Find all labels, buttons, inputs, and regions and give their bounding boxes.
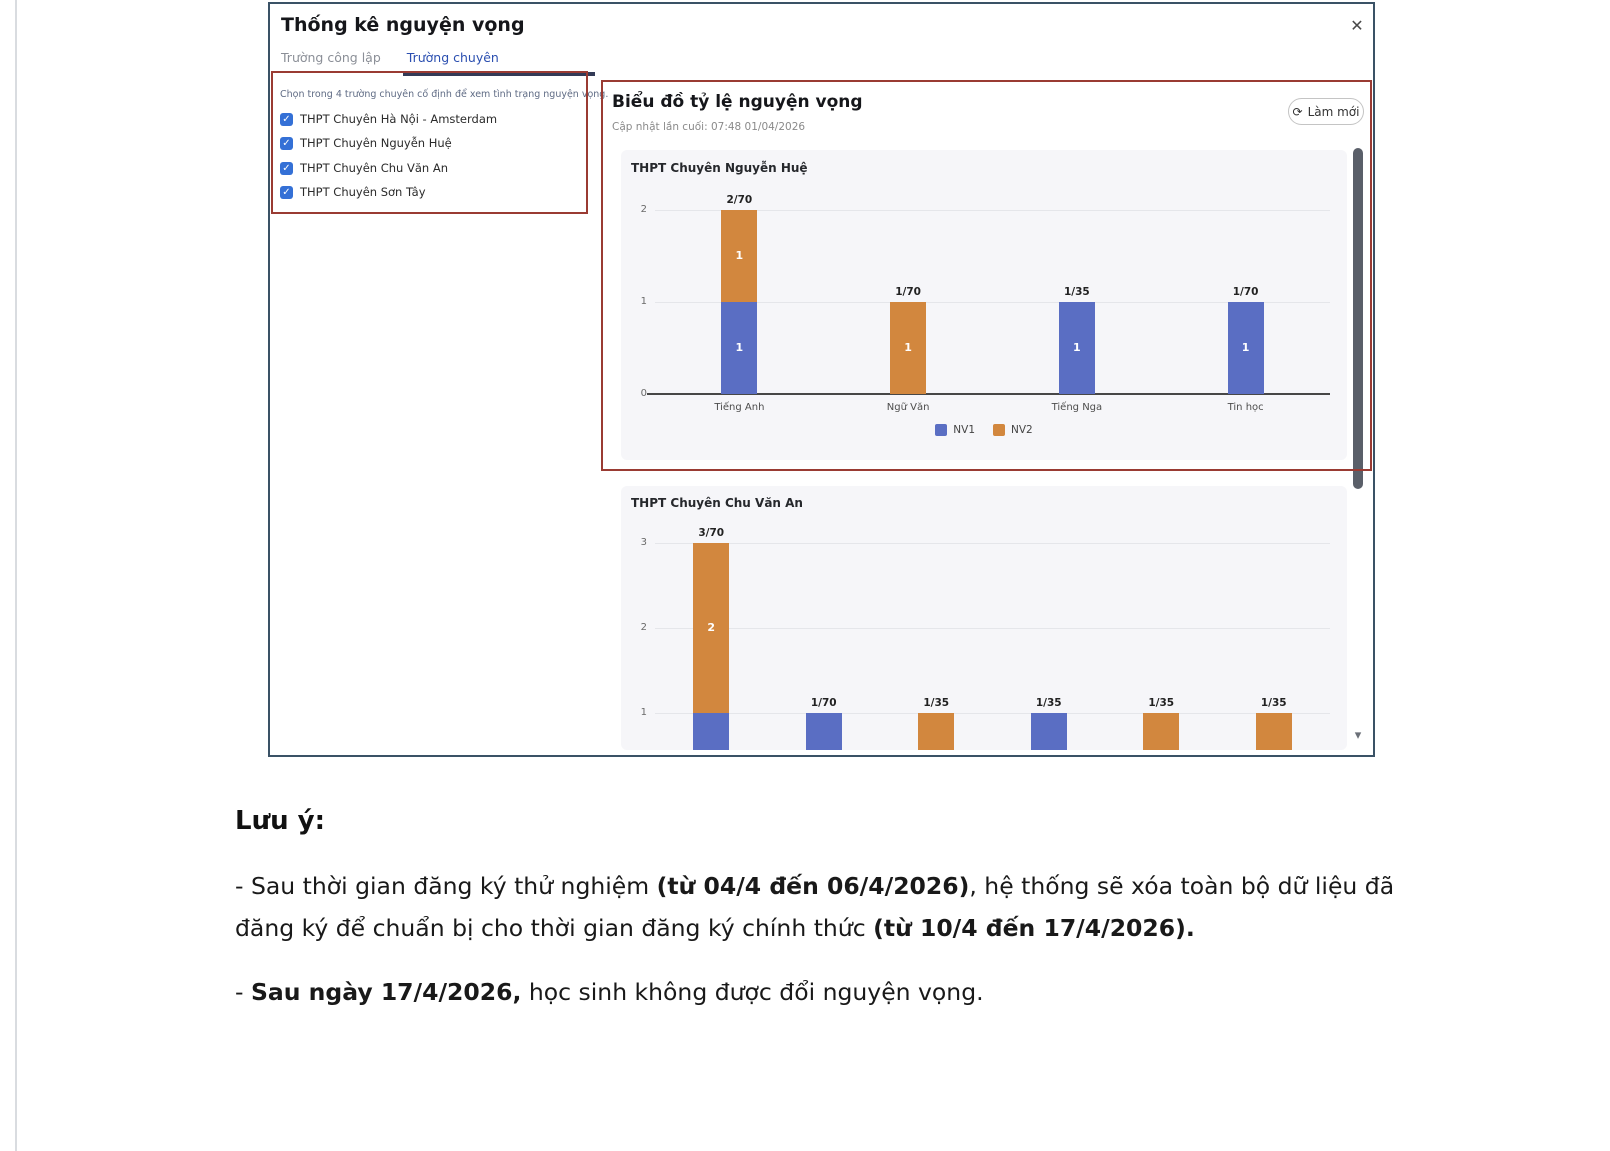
statistics-modal: Thống kê nguyện vọng ✕ Trường công lập T… (268, 2, 1375, 757)
bar-total-label: 1/70 (810, 697, 837, 709)
legend-swatch-nv1 (935, 424, 948, 436)
x-axis-label: Tin học (1227, 402, 1264, 413)
gridline (655, 543, 1330, 544)
chart-section-title: Biểu đồ tỷ lệ nguyện vọng (612, 92, 863, 112)
bar-total-label: 1/35 (1260, 697, 1287, 709)
checkbox-row-nguyen-hue[interactable]: ✓ THPT Chuyên Nguyễn Huệ (280, 136, 452, 150)
x-axis-label: Tiếng Nga (1051, 402, 1103, 413)
bar-total-label: 1/35 (1063, 286, 1090, 298)
tab-truong-chuyen[interactable]: Trường chuyên (402, 50, 596, 76)
bar-segment-nv1 (1030, 713, 1067, 750)
y-tick-label: 2 (640, 622, 647, 633)
legend-swatch-nv2 (993, 424, 1005, 436)
close-icon: ✕ (1350, 18, 1364, 35)
chart-card-nguyen-hue: THPT Chuyên Nguyễn Huệ 0 1 2 1 1 2/70 Tiếng Anh… (621, 150, 1347, 460)
checkbox-checked-icon[interactable]: ✓ (280, 161, 293, 175)
checkbox-checked-icon[interactable]: ✓ (280, 136, 293, 150)
checkbox-row-chu-van-an[interactable]: ✓ THPT Chuyên Chu Văn An (280, 161, 448, 175)
chart-title: THPT Chuyên Chu Văn An (631, 496, 803, 510)
x-axis-label: Tiếng Anh (714, 402, 765, 413)
notes-paragraphs: - Sau thời gian đăng ký thử nghiệm (từ 0… (235, 866, 1427, 1013)
note-paragraph: - Sau thời gian đăng ký thử nghiệm (từ 0… (235, 872, 1395, 942)
chart-legend: NV1 NV2 (621, 424, 1347, 436)
y-tick-label: 3 (640, 537, 647, 548)
legend-item-nv2: NV2 (993, 424, 1033, 436)
notes-heading: Lưu ý: (235, 806, 325, 836)
bar-value-label: 2 (707, 621, 716, 634)
notes-section: Lưu ý: - Sau thời gian đăng ký thử nghiệ… (235, 806, 1427, 1035)
bar-value-label: 1 (1073, 341, 1081, 354)
x-axis-line (647, 393, 1330, 395)
bar-total-label: 3/70 (698, 527, 725, 539)
checkbox-checked-icon[interactable]: ✓ (280, 185, 293, 199)
note-paragraph: - Sau ngày 17/4/2026, học sinh không đượ… (235, 977, 984, 1006)
checkbox-checked-icon[interactable]: ✓ (280, 112, 293, 126)
chart-last-updated: Cập nhật lần cuối: 07:48 01/04/2026 (612, 121, 806, 133)
chart-card-chu-van-an: THPT Chuyên Chu Văn An 1 2 3 2 3/70 1/70 1/35 1/… (621, 486, 1347, 750)
bar-value-label: 1 (904, 341, 912, 354)
bar-value-label: 1 (735, 341, 744, 354)
tab-bar: Trường công lập Trường chuyên (281, 50, 596, 76)
bar-segment-nv1 (721, 302, 758, 394)
bar-total-label: 1/35 (923, 697, 950, 709)
x-axis-label: Ngữ Văn (886, 402, 930, 413)
y-tick-label: 1 (640, 707, 647, 718)
checkbox-label: THPT Chuyên Hà Nội - Amsterdam (300, 112, 498, 126)
refresh-button-label: Làm mới (1307, 104, 1360, 119)
gridline (655, 210, 1330, 211)
checkbox-label: THPT Chuyên Sơn Tây (300, 185, 426, 199)
gridline (655, 713, 1330, 714)
bar-value-label: 1 (735, 249, 744, 262)
close-button[interactable]: ✕ (1346, 16, 1368, 38)
legend-label: NV1 (953, 424, 975, 436)
bar-segment-nv2 (1255, 713, 1292, 750)
y-tick-label: 0 (640, 388, 647, 399)
bar-segment-nv1 (1227, 302, 1264, 394)
modal-title: Thống kê nguyện vọng (281, 14, 525, 36)
legend-item-nv1: NV1 (935, 424, 975, 436)
refresh-icon: ⟳ (1292, 104, 1303, 119)
school-filter-panel: Chọn trong 4 trường chuyên cố định để xe… (271, 71, 608, 214)
bar-segment-nv1 (1058, 302, 1095, 394)
y-tick-label: 2 (640, 204, 647, 215)
bar-total-label: 1/70 (1232, 286, 1259, 298)
bar-segment-nv2 (890, 302, 927, 394)
filter-hint: Chọn trong 4 trường chuyên cố định để xe… (280, 89, 609, 100)
bar-segment-nv2 (721, 210, 758, 302)
refresh-button[interactable]: ⟳ Làm mới (1288, 98, 1364, 125)
bar-segment-nv2 (693, 543, 730, 713)
bar-total-label: 2/70 (726, 194, 753, 206)
y-tick-label: 1 (640, 296, 647, 307)
page-left-rule (15, 0, 17, 1151)
gridline (655, 302, 1330, 303)
scrollbar-down-arrow-icon[interactable]: ▾ (1354, 728, 1362, 743)
bar-segment-nv1 (805, 713, 842, 750)
bar-total-label: 1/35 (1035, 697, 1062, 709)
checkbox-row-ha-noi-amsterdam[interactable]: ✓ THPT Chuyên Hà Nội - Amsterdam (280, 112, 497, 126)
gridline (655, 628, 1330, 629)
scrollbar-thumb[interactable] (1353, 148, 1363, 489)
bar-segment-nv2 (918, 713, 955, 750)
legend-label: NV2 (1011, 424, 1033, 436)
bar-total-label: 1/35 (1148, 697, 1175, 709)
checkbox-row-son-tay[interactable]: ✓ THPT Chuyên Sơn Tây (280, 185, 426, 199)
checkbox-label: THPT Chuyên Chu Văn An (300, 161, 448, 175)
bar-segment-nv2 (1143, 713, 1180, 750)
bar-value-label: 1 (1241, 341, 1250, 354)
checkbox-label: THPT Chuyên Nguyễn Huệ (300, 136, 452, 150)
tab-truong-cong-lap[interactable]: Trường công lập (281, 50, 381, 65)
chart-title: THPT Chuyên Nguyễn Huệ (631, 161, 808, 175)
bar-total-label: 1/70 (895, 286, 921, 298)
bar-segment-nv1 (693, 713, 730, 750)
